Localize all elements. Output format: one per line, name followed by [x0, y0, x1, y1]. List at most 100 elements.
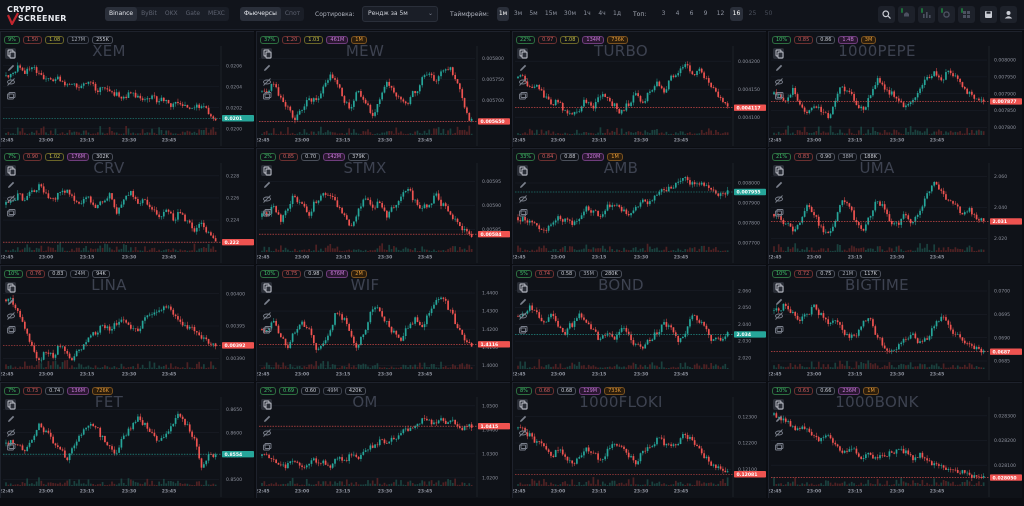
candlestick-chart[interactable]: 0.0058000.0057500.0057000.0056500.005650…	[257, 46, 510, 146]
layers-tool-button[interactable]	[261, 441, 272, 452]
logo[interactable]: CRYPTO SCREENER	[7, 5, 77, 25]
save-button[interactable]	[980, 6, 997, 23]
copy-tool-button[interactable]	[517, 165, 528, 176]
layers-tool-button[interactable]	[517, 324, 528, 335]
eye-off-tool-button[interactable]	[261, 310, 272, 321]
layers-tool-button[interactable]	[5, 324, 16, 335]
eye-off-tool-button[interactable]	[773, 193, 784, 204]
pencil-tool-button[interactable]	[261, 179, 272, 190]
copy-tool-button[interactable]	[5, 165, 16, 176]
copy-tool-button[interactable]	[517, 48, 528, 59]
pencil-tool-button[interactable]	[261, 62, 272, 73]
sort-select[interactable]: Рендж за 5м ⌄	[362, 6, 438, 22]
layers-tool-button[interactable]	[261, 90, 272, 101]
layers-tool-button[interactable]	[261, 324, 272, 335]
top-count-button-12[interactable]: 12	[716, 10, 725, 17]
pencil-tool-button[interactable]	[773, 62, 784, 73]
eye-off-tool-button[interactable]	[517, 310, 528, 321]
timeframe-button-1[interactable]: 3м	[513, 10, 523, 17]
layers-tool-button[interactable]	[517, 441, 528, 452]
layers-tool-button[interactable]	[773, 207, 784, 218]
layers-tool-button[interactable]	[261, 207, 272, 218]
copy-tool-button[interactable]	[773, 282, 784, 293]
timeframe-button-3[interactable]: 15м	[544, 10, 558, 17]
eye-off-tool-button[interactable]	[5, 193, 16, 204]
search-button[interactable]	[878, 6, 895, 23]
candlestick-chart[interactable]: 0.0080000.0079000.0078000.0077000.007955…	[513, 163, 766, 263]
pencil-tool-button[interactable]	[773, 296, 784, 307]
pencil-tool-button[interactable]	[773, 179, 784, 190]
candlestick-chart[interactable]: 0.0042000.0041500.0041000.00411722:4523:…	[513, 46, 766, 146]
pencil-tool-button[interactable]	[261, 296, 272, 307]
copy-tool-button[interactable]	[517, 399, 528, 410]
timeframe-button-5[interactable]: 1ч	[583, 10, 591, 17]
eye-off-tool-button[interactable]	[773, 427, 784, 438]
timeframe-button-4[interactable]: 30м	[563, 10, 577, 17]
layers-tool-button[interactable]	[5, 441, 16, 452]
copy-tool-button[interactable]	[773, 399, 784, 410]
layers-tool-button[interactable]	[517, 90, 528, 101]
market-tab-фьючерсы[interactable]: Фьючерсы	[240, 7, 281, 21]
exchange-tab-gate[interactable]: Gate	[185, 10, 201, 17]
layers-tool-button[interactable]	[517, 207, 528, 218]
exchange-tab-binance[interactable]: Binance	[105, 7, 138, 21]
top-count-button-4[interactable]: 4	[675, 10, 680, 17]
top-count-button-25[interactable]: 25	[748, 10, 757, 17]
candlestick-chart[interactable]: 1.44001.43001.42001.41001.40001.411622:4…	[257, 280, 510, 380]
settings-button[interactable]	[938, 6, 955, 23]
eye-off-tool-button[interactable]	[261, 193, 272, 204]
exchange-tab-mexc[interactable]: MEXC	[208, 10, 225, 17]
copy-tool-button[interactable]	[261, 48, 272, 59]
layout-button[interactable]	[958, 6, 975, 23]
copy-tool-button[interactable]	[5, 282, 16, 293]
top-count-button-16[interactable]: 16	[730, 7, 743, 21]
candlestick-chart[interactable]: 1.05001.04001.03001.02001.041522:4523:00…	[257, 397, 510, 497]
pencil-tool-button[interactable]	[261, 413, 272, 424]
layers-tool-button[interactable]	[773, 90, 784, 101]
alerts-button[interactable]	[898, 6, 915, 23]
candlestick-chart[interactable]: 0.86500.86000.85500.85000.855422:4523:00…	[1, 397, 254, 497]
top-count-button-9[interactable]: 9	[703, 10, 708, 17]
pencil-tool-button[interactable]	[5, 296, 16, 307]
exchange-tab-bybit[interactable]: ByBit	[141, 10, 157, 17]
layers-tool-button[interactable]	[5, 90, 16, 101]
candlestick-chart[interactable]: 2.0602.0402.0202.03122:4523:0023:1523:30…	[769, 163, 1022, 263]
pencil-tool-button[interactable]	[5, 62, 16, 73]
pencil-tool-button[interactable]	[517, 413, 528, 424]
eye-off-tool-button[interactable]	[517, 76, 528, 87]
pencil-tool-button[interactable]	[517, 296, 528, 307]
pencil-tool-button[interactable]	[517, 179, 528, 190]
pencil-tool-button[interactable]	[773, 413, 784, 424]
candlestick-chart[interactable]: 0.07000.06950.06900.06850.068722:4523:00…	[769, 280, 1022, 380]
copy-tool-button[interactable]	[5, 48, 16, 59]
candlestick-chart[interactable]: 0.2280.2260.2240.2220.22222:4523:0023:15…	[1, 163, 254, 263]
candlestick-chart[interactable]: 2.0602.0502.0402.0302.0202.03422:4523:00…	[513, 280, 766, 380]
pencil-tool-button[interactable]	[5, 179, 16, 190]
copy-tool-button[interactable]	[261, 165, 272, 176]
top-count-button-50[interactable]: 50	[764, 10, 773, 17]
eye-off-tool-button[interactable]	[261, 76, 272, 87]
copy-tool-button[interactable]	[261, 282, 272, 293]
copy-tool-button[interactable]	[517, 282, 528, 293]
copy-tool-button[interactable]	[773, 165, 784, 176]
timeframe-button-7[interactable]: 1д	[613, 10, 621, 17]
candlestick-chart[interactable]: 0.004000.003950.003900.0039222:4523:0023…	[1, 280, 254, 380]
eye-off-tool-button[interactable]	[517, 193, 528, 204]
copy-tool-button[interactable]	[5, 399, 16, 410]
timeframe-button-2[interactable]: 5м	[529, 10, 538, 17]
eye-off-tool-button[interactable]	[5, 310, 16, 321]
layers-tool-button[interactable]	[5, 207, 16, 218]
top-count-button-6[interactable]: 6	[689, 10, 694, 17]
eye-off-tool-button[interactable]	[773, 310, 784, 321]
eye-off-tool-button[interactable]	[261, 427, 272, 438]
copy-tool-button[interactable]	[261, 399, 272, 410]
exchange-tab-okx[interactable]: OKX	[164, 10, 178, 17]
top-count-button-3[interactable]: 3	[661, 10, 666, 17]
candlestick-chart[interactable]: 0.0080000.0079500.0079000.0078500.007800…	[769, 46, 1022, 146]
candlestick-chart[interactable]: 0.005950.005900.005850.0058422:4523:0023…	[257, 163, 510, 263]
pencil-tool-button[interactable]	[517, 62, 528, 73]
candlestick-chart[interactable]: 0.123000.122000.121000.1208122:4523:0023…	[513, 397, 766, 497]
market-tab-спот[interactable]: Спот	[284, 10, 301, 17]
eye-off-tool-button[interactable]	[5, 427, 16, 438]
candlestick-chart[interactable]: 0.02060.02040.02020.02000.020122:4523:00…	[1, 46, 254, 146]
